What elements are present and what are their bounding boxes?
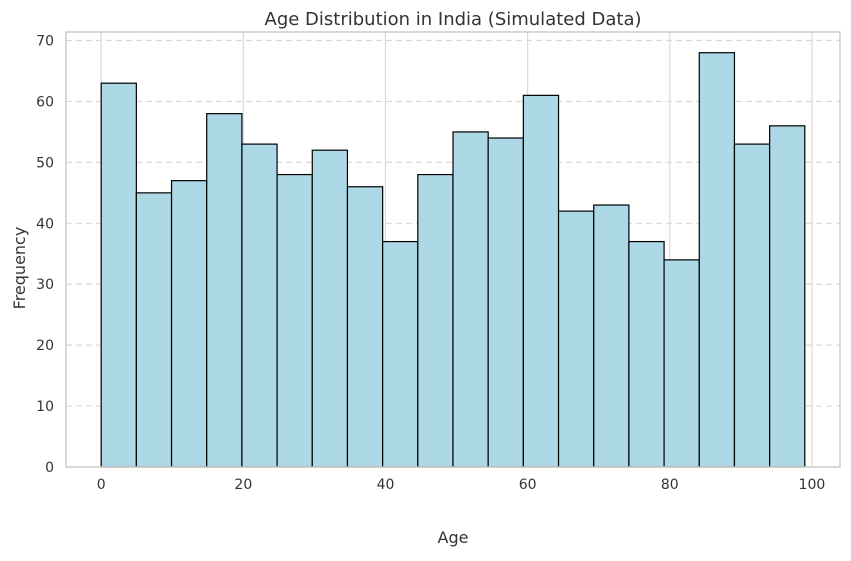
histogram-bar: [628, 240, 665, 468]
x-tick-label: 60: [519, 477, 537, 493]
histogram-bar: [241, 143, 278, 468]
y-tick-label: 70: [36, 34, 54, 50]
histogram-bar: [206, 113, 243, 468]
histogram-bar: [170, 180, 208, 468]
chart-title: Age Distribution in India (Simulated Dat…: [265, 9, 642, 30]
y-tick-label: 10: [36, 399, 54, 415]
x-tick-label: 100: [799, 477, 826, 493]
x-axis-label: Age: [438, 528, 469, 547]
histogram-bar: [311, 149, 349, 468]
histogram-bar: [100, 82, 137, 468]
histogram-bar: [487, 137, 524, 468]
x-tick-labels: 0 20 40 60 80 100: [97, 477, 826, 493]
y-tick-label: 40: [36, 216, 54, 232]
plot-border: [65, 31, 841, 468]
histogram-bar: [557, 210, 595, 468]
histogram-bar: [452, 131, 489, 468]
y-tick-label: 60: [36, 94, 54, 110]
histogram-bar: [522, 94, 560, 468]
histogram-bar: [698, 52, 736, 468]
histogram-bar: [135, 192, 173, 468]
x-tick-label: 40: [377, 477, 395, 493]
y-tick-label: 20: [36, 338, 54, 354]
histogram-bar: [417, 173, 454, 468]
histogram-bar: [346, 186, 384, 468]
y-tick-label: 50: [36, 155, 54, 171]
histogram-bar: [663, 259, 700, 468]
y-tick-label: 30: [36, 277, 54, 293]
y-axis-label: Frequency: [10, 227, 29, 310]
histogram-bar: [276, 173, 313, 468]
histogram-bar: [593, 204, 630, 468]
y-tick-label: 0: [45, 460, 54, 476]
histogram-bars: [100, 52, 806, 468]
x-tick-label: 20: [234, 477, 252, 493]
histogram-bar: [769, 125, 806, 468]
x-tick-label: 80: [661, 477, 679, 493]
x-tick-label: 0: [97, 477, 106, 493]
histogram-bar: [733, 143, 771, 468]
y-tick-labels: 0 10 20 30 40 50 60 70: [36, 34, 54, 476]
axes-frame: [65, 31, 841, 468]
histogram-bar: [382, 240, 419, 468]
